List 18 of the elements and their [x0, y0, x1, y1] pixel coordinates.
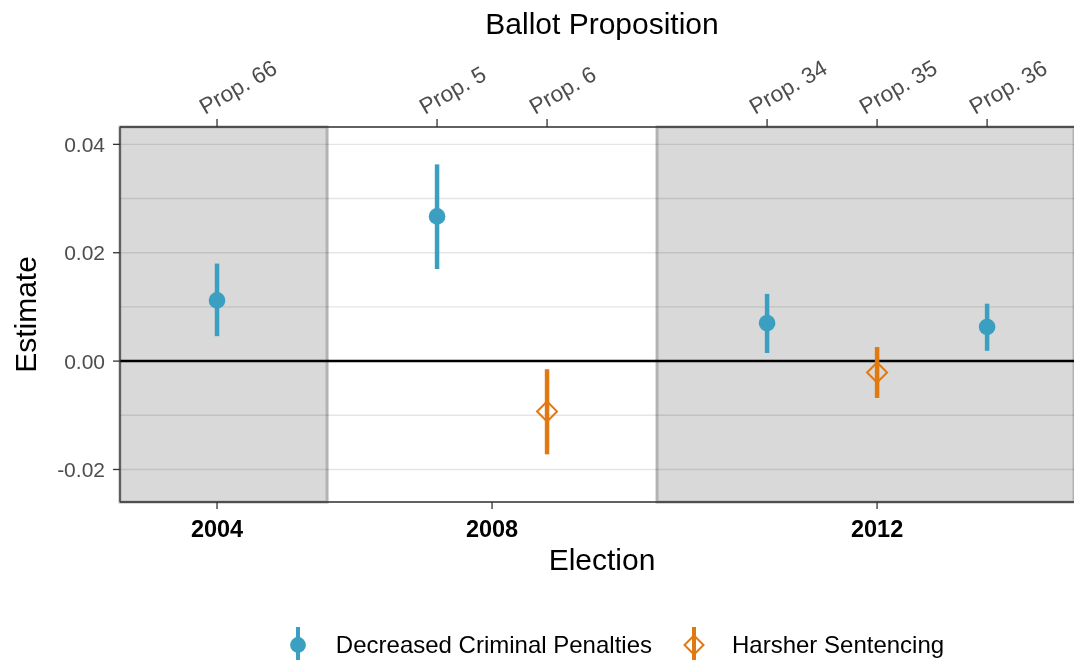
x-axis-title: Election	[548, 543, 656, 576]
text: 2008	[465, 516, 519, 542]
legend-label: Decreased Criminal Penalties	[335, 631, 652, 659]
x-tick-label: Prop. 36	[965, 55, 1052, 120]
x-tick-label: Prop. 34	[745, 55, 832, 120]
x-tick-label: Prop. 35	[855, 55, 942, 120]
text: 2012	[850, 516, 904, 542]
y-tick-label: 0.00	[64, 349, 105, 373]
legend-label: Harsher Sentencing	[732, 631, 945, 659]
text: 2004	[190, 516, 244, 542]
y-tick-label: 0.02	[64, 241, 105, 265]
x-tick-label: Prop. 5	[415, 61, 491, 120]
y-tick-label: -0.02	[57, 458, 105, 482]
x-tick-label: Prop. 66	[195, 55, 282, 120]
y-axis-title: Estimate	[9, 256, 42, 373]
x2-axis-title: Ballot Proposition	[485, 7, 719, 40]
y-tick-label: 0.04	[64, 132, 106, 156]
x-tick-label: Prop. 6	[525, 61, 601, 120]
